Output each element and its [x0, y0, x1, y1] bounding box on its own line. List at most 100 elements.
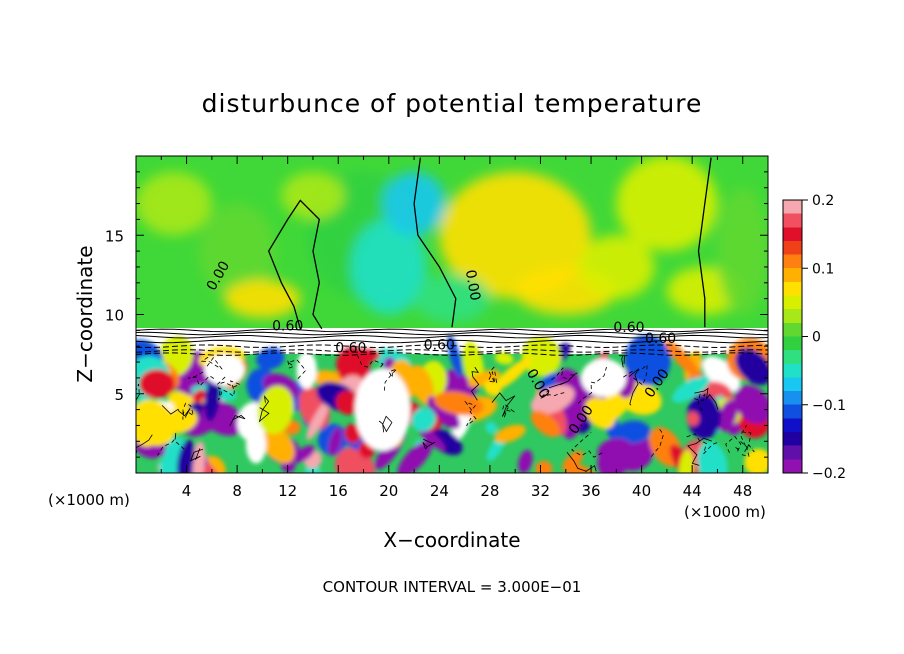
x-axis-ticks: 4 8 12 16 20 24 28 32 36 40 44 48: [160, 156, 752, 500]
x-axis-label: X−coordinate: [383, 528, 520, 552]
contour-lower: [217, 375, 241, 389]
eddy-blob: [686, 411, 700, 427]
eddy-blob: [717, 399, 738, 432]
eddy-blob: [328, 427, 343, 457]
eddy-blob: [468, 369, 501, 388]
contour-lower: [258, 395, 270, 423]
x-unit-label-right: (×1000 m): [684, 503, 766, 521]
contour-lower: [687, 437, 712, 466]
contour-interface: [136, 349, 768, 353]
upper-anomaly-blob: [616, 156, 718, 252]
x-tick-label: 48: [733, 482, 752, 500]
contour-lower: [548, 372, 578, 389]
eddy-blob: [597, 438, 634, 464]
upper-anomaly-blob: [578, 235, 655, 299]
upper-anomaly-blob: [136, 171, 212, 236]
contour-lower: [422, 438, 436, 450]
eddy-blob: [530, 410, 561, 438]
x-tick-label: 4: [182, 482, 192, 500]
contour-lower: [470, 366, 480, 401]
contour-interface: [136, 339, 768, 344]
contour-zero: [267, 199, 323, 330]
eddy-blob: [192, 441, 206, 473]
contour-lower: [136, 434, 153, 456]
contour-lower: [161, 405, 191, 418]
contour-lower: [694, 393, 706, 413]
contour-lower: [740, 424, 752, 450]
colorbar-ticks: 0.2 0.1 0 −0.1 −0.2: [802, 193, 846, 482]
eddy-blob: [702, 356, 741, 393]
eddy-blob: [494, 352, 514, 365]
upper-anomaly-blob: [439, 171, 592, 299]
y-tick-label: 10: [105, 307, 124, 325]
x-tick-label: 44: [683, 482, 702, 500]
eddy-blob: [163, 408, 198, 434]
eddy-blob: [735, 348, 768, 385]
contour-lower: [487, 366, 498, 384]
colorbar-tick-label: −0.1: [812, 398, 846, 414]
y-axis-label: Z−coordinate: [73, 245, 97, 382]
eddy-blob: [417, 425, 446, 452]
contour-lower: [378, 415, 393, 433]
x-tick-label: 40: [632, 482, 651, 500]
contour-lower: [182, 402, 195, 420]
eddy-blob: [397, 440, 433, 473]
eddy-blob: [518, 449, 533, 473]
eddy-blob: [204, 374, 221, 422]
contour-lower: [200, 355, 223, 370]
upper-layer-anomalies: [136, 156, 768, 323]
contour-lower: [491, 392, 516, 417]
eddy-blob: [285, 420, 301, 436]
upper-anomaly-blob: [281, 171, 345, 220]
contour-zero: [413, 157, 457, 328]
colorbar: [782, 199, 803, 474]
upper-anomaly-blob: [224, 279, 301, 318]
contour-lower: [618, 355, 628, 368]
contour-lower: [136, 383, 140, 394]
eddy-blob: [257, 385, 294, 434]
contour-label: 0.60: [613, 320, 644, 336]
x-tick-label: 8: [232, 482, 242, 500]
contour-interval-note: CONTOUR INTERVAL = 3.000E−01: [323, 578, 582, 596]
contour-lower: [157, 432, 185, 456]
eddy-blob: [494, 424, 526, 443]
y-axis-ticks: 5 10 15: [105, 171, 768, 458]
contour-label: 0.00: [462, 269, 483, 302]
y-tick-label: 15: [105, 227, 124, 245]
contour-lower: [686, 433, 718, 455]
eddy-blob: [139, 369, 175, 399]
contour-interface: [136, 331, 768, 336]
eddy-blob: [485, 421, 498, 434]
x-tick-label: 20: [379, 482, 398, 500]
eddy-blob: [483, 380, 501, 397]
eddy-blob: [427, 396, 461, 430]
upper-anomaly-blob: [414, 274, 490, 323]
contour-zero: [697, 157, 712, 328]
eddy-blob: [530, 384, 575, 415]
contour-lower: [577, 366, 607, 404]
eddy-blob: [665, 340, 701, 379]
x-tick-label: 24: [430, 482, 449, 500]
contour-lower: [189, 448, 204, 462]
eddy-blob: [192, 389, 206, 403]
eddy-blob: [678, 449, 694, 473]
x-tick-label: 28: [480, 482, 499, 500]
contour-label: 0.60: [645, 331, 676, 347]
eddy-blob: [744, 448, 768, 473]
colorbar-tick-label: 0.1: [812, 261, 834, 277]
contour-label: 0.60: [272, 318, 303, 334]
chart-title: disturbunce of potential temperature: [202, 89, 703, 118]
contour-lines: [136, 157, 768, 472]
contour-lower: [539, 389, 565, 399]
plume-blob: [245, 425, 267, 464]
contour-label: 0.60: [424, 337, 455, 353]
plume-blob: [204, 354, 245, 386]
eddy-blob: [686, 394, 722, 440]
plume-blob: [354, 368, 411, 451]
eddy-blob: [344, 423, 362, 444]
contour-lower: [650, 428, 664, 459]
contour-interface: [136, 328, 768, 333]
eddy-blob: [562, 462, 598, 473]
contour-labels: 0.00 0.000.600.60 0.600.600.600.000.000.00: [204, 259, 676, 438]
